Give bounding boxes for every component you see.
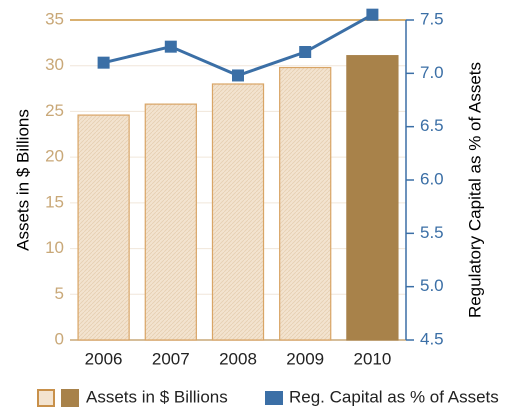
marker (366, 8, 379, 21)
bar (346, 55, 399, 341)
marker (232, 69, 244, 82)
x-tick-label: 2008 (219, 349, 257, 368)
y2-tick-label: 4.5 (420, 329, 444, 348)
y-tick-label: 5 (55, 284, 64, 303)
legend-label: Assets in $ Billions (86, 387, 228, 406)
y-tick-label: 25 (45, 101, 64, 120)
legend-label: Reg. Capital as % of Assets (289, 387, 499, 406)
line (103, 13, 374, 78)
y-tick-label: 30 (45, 55, 64, 74)
y2-tick-label: 7.5 (420, 9, 444, 28)
y-tick-label: 10 (45, 238, 64, 257)
y2-tick-label: 7.0 (420, 63, 444, 82)
bar (279, 66, 332, 341)
legend-swatch (37, 389, 55, 407)
x-tick-label: 2010 (353, 349, 391, 368)
y-axis-label: Assets in $ Billions (13, 109, 32, 251)
y2-tick-label: 6.0 (420, 169, 444, 188)
x-tick-label: 2007 (152, 349, 190, 368)
y2-axis-label: Regulatory Capital as % of Assets (465, 62, 484, 318)
y-tick-label: 0 (55, 329, 64, 348)
y-tick-label: 35 (45, 9, 64, 28)
x-tick-label: 2006 (85, 349, 123, 368)
legend-swatch (61, 389, 79, 407)
legend-swatch (265, 391, 283, 405)
marker (299, 46, 312, 58)
y2-tick-label: 6.5 (420, 116, 444, 135)
marker (164, 40, 177, 53)
y-tick-label: 20 (45, 147, 64, 166)
marker (97, 56, 110, 69)
bar (77, 114, 130, 341)
x-tick-label: 2009 (286, 349, 324, 368)
y2-tick-label: 5.5 (420, 223, 444, 242)
y-tick-label: 15 (45, 192, 64, 211)
bar (144, 103, 197, 341)
bar (211, 83, 265, 341)
y2-tick-label: 5.0 (420, 276, 444, 295)
